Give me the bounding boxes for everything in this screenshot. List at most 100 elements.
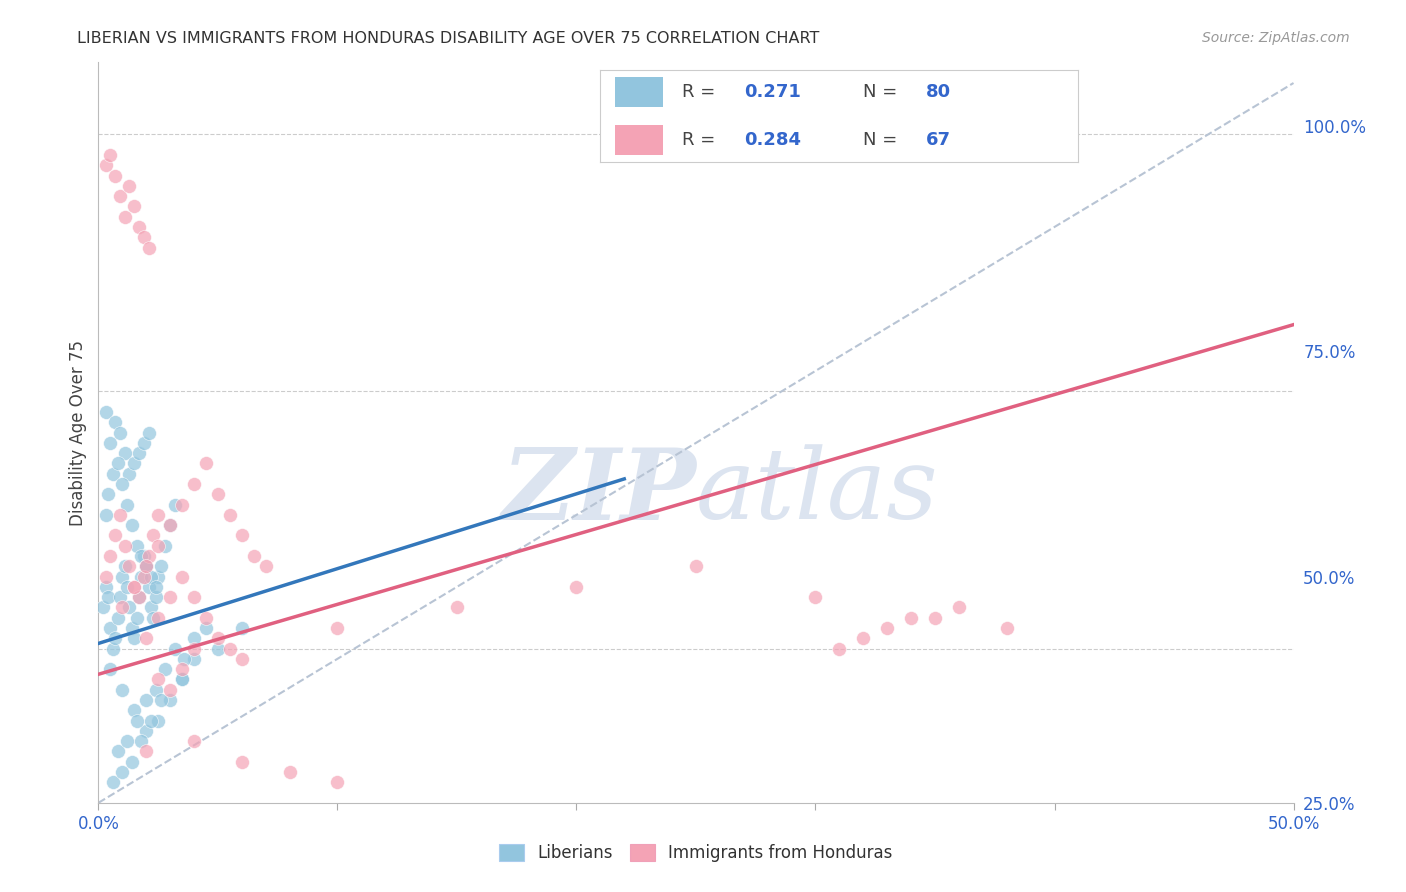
Point [118, 600, 141, 615]
Point [101, 467, 124, 481]
Point [104, 528, 127, 542]
Point [108, 425, 131, 440]
Point [195, 621, 218, 635]
Point [118, 559, 141, 574]
Point [254, 559, 277, 574]
Point [115, 580, 138, 594]
Point [142, 610, 165, 624]
Point [163, 498, 186, 512]
Legend: Liberians, Immigrants from Honduras: Liberians, Immigrants from Honduras [492, 837, 900, 869]
Point [900, 610, 922, 624]
Point [118, 467, 141, 481]
Point [155, 662, 177, 676]
Text: ZIP: ZIP [501, 443, 696, 540]
Point [195, 610, 218, 624]
Point [139, 714, 162, 728]
Point [124, 457, 146, 471]
Point [172, 498, 194, 512]
Point [183, 734, 205, 748]
Text: atlas: atlas [696, 444, 939, 540]
Point [326, 775, 349, 789]
Point [145, 590, 167, 604]
Point [114, 559, 136, 574]
Point [97, 590, 120, 604]
Point [111, 569, 134, 583]
Point [132, 230, 155, 244]
Point [111, 682, 134, 697]
Point [98, 549, 122, 563]
Point [125, 610, 148, 624]
Point [124, 580, 146, 594]
Point [183, 652, 205, 666]
Y-axis label: Disability Age Over 75: Disability Age Over 75 [69, 340, 87, 525]
Point [145, 682, 167, 697]
Point [132, 569, 155, 583]
Point [128, 219, 150, 234]
Text: LIBERIAN VS IMMIGRANTS FROM HONDURAS DISABILITY AGE OVER 75 CORRELATION CHART: LIBERIAN VS IMMIGRANTS FROM HONDURAS DIS… [77, 31, 820, 46]
Point [98, 148, 122, 162]
Point [128, 590, 150, 604]
Point [107, 610, 129, 624]
Point [326, 621, 349, 635]
Point [231, 528, 253, 542]
Point [94, 405, 117, 419]
Point [219, 641, 242, 656]
Point [278, 764, 301, 779]
Point [111, 477, 134, 491]
Point [446, 600, 468, 615]
Point [94, 569, 117, 583]
Point [135, 723, 157, 738]
Point [148, 569, 170, 583]
Point [124, 580, 146, 594]
Point [138, 549, 160, 563]
Point [948, 600, 970, 615]
Point [159, 693, 181, 707]
Point [207, 641, 229, 656]
Point [148, 508, 170, 522]
Point [135, 632, 157, 646]
Point [131, 734, 153, 748]
Point [135, 559, 157, 574]
Point [132, 436, 155, 450]
Point [995, 621, 1018, 635]
Point [94, 580, 117, 594]
Point [159, 590, 181, 604]
Point [107, 457, 129, 471]
Point [108, 590, 131, 604]
Point [183, 590, 205, 604]
Point [172, 673, 194, 687]
Point [121, 518, 143, 533]
Point [183, 632, 205, 646]
Point [115, 734, 138, 748]
Point [135, 559, 157, 574]
Point [111, 764, 134, 779]
Point [804, 590, 827, 604]
Point [111, 600, 134, 615]
Point [139, 569, 162, 583]
Point [852, 632, 875, 646]
Point [138, 425, 160, 440]
Point [132, 549, 155, 563]
Point [135, 693, 157, 707]
Point [131, 569, 153, 583]
Point [565, 580, 588, 594]
Point [163, 641, 186, 656]
Point [104, 169, 127, 183]
Point [118, 178, 141, 193]
Point [685, 559, 707, 574]
Point [149, 559, 172, 574]
Point [128, 590, 150, 604]
Point [195, 457, 218, 471]
Point [98, 662, 122, 676]
Point [135, 559, 157, 574]
Point [94, 508, 117, 522]
Point [108, 508, 131, 522]
Point [124, 632, 146, 646]
Point [173, 652, 195, 666]
Point [135, 744, 157, 758]
Point [243, 549, 266, 563]
Point [145, 580, 167, 594]
Point [104, 415, 127, 429]
Point [125, 714, 148, 728]
Point [138, 580, 160, 594]
